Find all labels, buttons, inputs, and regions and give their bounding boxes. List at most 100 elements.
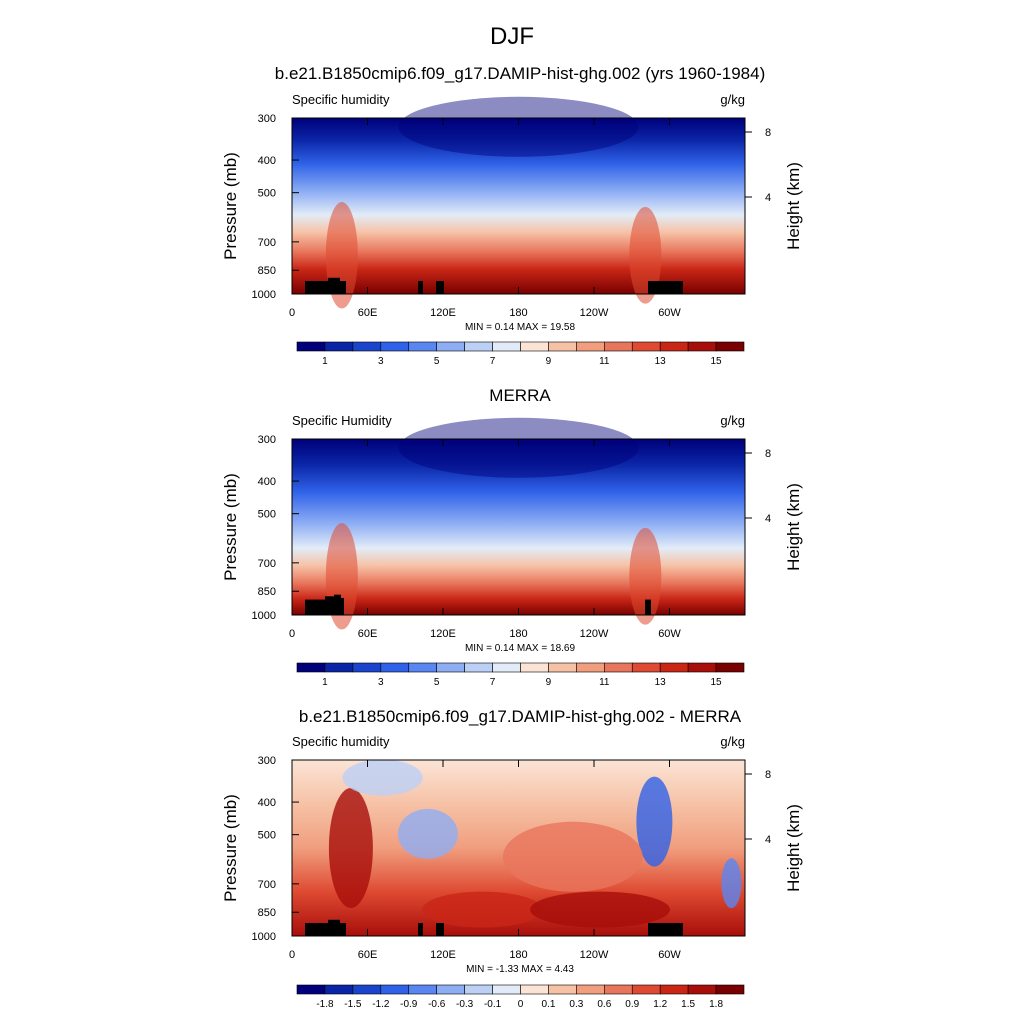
colorbar: 1 3 5 7 9 11 13 15 xyxy=(296,341,745,367)
units-label: g/kg xyxy=(720,92,745,107)
contour-blob xyxy=(721,858,742,909)
colorbar-box xyxy=(408,984,437,995)
colorbar-box xyxy=(687,341,717,352)
y2-axis-title: Height (km) xyxy=(784,162,803,250)
colorbar-label: 9 xyxy=(546,356,552,367)
colorbar-label: -1.8 xyxy=(316,999,334,1010)
x-tick-label: 120W xyxy=(580,628,609,640)
contour-blob xyxy=(397,808,458,859)
y2-axis-title: Height (km) xyxy=(784,804,803,892)
colorbar-label: 1 xyxy=(322,677,328,688)
y-axis-title: Pressure (mb) xyxy=(221,794,240,902)
panel-title: b.e21.B1850cmip6.f09_g17.DAMIP-hist-ghg.… xyxy=(275,64,765,83)
colorbar-box xyxy=(631,984,661,995)
x-tick-label: 180 xyxy=(509,628,527,640)
y-tick-label: 850 xyxy=(258,586,276,598)
y-axis-title: Pressure (mb) xyxy=(221,473,240,581)
terrain-mask xyxy=(340,281,346,294)
colorbar-box xyxy=(659,662,689,673)
contour-blob xyxy=(636,776,673,867)
y-tick-label: 500 xyxy=(258,188,276,200)
terrain-mask xyxy=(341,597,344,615)
x-tick-label: 120E xyxy=(430,307,456,319)
min-max-label: MIN = 0.14 MAX = 19.58 xyxy=(465,322,575,333)
contour-blob xyxy=(422,891,543,928)
colorbar-box xyxy=(380,662,410,673)
colorbar-box xyxy=(576,984,605,995)
colorbar-box xyxy=(631,662,661,673)
x-tick-label: 180 xyxy=(509,949,527,961)
colorbar-box xyxy=(296,984,326,995)
colorbar-label: 3 xyxy=(378,677,384,688)
x-tick-label: 180 xyxy=(509,307,527,319)
x-tick-label: 0 xyxy=(289,307,295,319)
y2-tick-label: 4 xyxy=(765,192,771,204)
colorbar-box xyxy=(576,341,605,352)
x-tick-label: 120E xyxy=(430,949,456,961)
colorbar-label: 3 xyxy=(378,356,384,367)
colorbar-box xyxy=(352,341,382,352)
x-tick-label: 120W xyxy=(580,307,609,319)
x-tick-label: 0 xyxy=(289,949,295,961)
colorbar-box xyxy=(324,341,354,352)
colorbar-label: 1 xyxy=(322,356,328,367)
colorbar-box xyxy=(464,984,493,995)
colorbar-label: 7 xyxy=(490,677,496,688)
panel-title: MERRA xyxy=(489,386,551,405)
colorbar-label: 1.2 xyxy=(653,999,667,1010)
x-tick-label: 60E xyxy=(358,628,378,640)
y-tick-label: 1000 xyxy=(252,610,276,622)
y-tick-label: 300 xyxy=(258,434,276,446)
colorbar-box xyxy=(352,662,382,673)
colorbar-box xyxy=(324,984,354,995)
terrain-mask xyxy=(648,281,683,294)
terrain-mask xyxy=(328,919,340,936)
colorbar-box xyxy=(715,984,745,995)
x-tick-label: 60E xyxy=(358,949,378,961)
colorbar-label: -1.2 xyxy=(372,999,390,1010)
terrain-mask xyxy=(418,281,423,294)
y2-tick-label: 8 xyxy=(765,448,771,460)
colorbar-box xyxy=(492,662,521,673)
colorbar-label: 0.6 xyxy=(597,999,611,1010)
colorbar-label: 13 xyxy=(655,356,667,367)
colorbar-box xyxy=(715,662,745,673)
y-tick-label: 300 xyxy=(258,113,276,125)
y-tick-label: 1000 xyxy=(252,289,276,301)
colorbar-box xyxy=(408,341,437,352)
terrain-mask xyxy=(305,281,328,294)
colorbar-label: 13 xyxy=(655,677,667,688)
colorbar-box xyxy=(436,341,465,352)
colorbar-label: -0.3 xyxy=(456,999,474,1010)
terrain-mask xyxy=(305,599,325,615)
terrain-mask xyxy=(648,923,683,936)
colorbar-box xyxy=(520,984,549,995)
x-tick-label: 120W xyxy=(580,949,609,961)
y-tick-label: 300 xyxy=(258,755,276,767)
colorbar-label: 0 xyxy=(518,999,524,1010)
variable-label: Specific humidity xyxy=(292,734,390,749)
figure-title: DJF xyxy=(490,23,534,50)
colorbar-box xyxy=(324,662,354,673)
terrain-mask xyxy=(334,594,341,615)
panels: b.e21.B1850cmip6.f09_g17.DAMIP-hist-ghg.… xyxy=(221,64,803,1010)
colorbar-box xyxy=(631,341,661,352)
min-max-label: MIN = 0.14 MAX = 18.69 xyxy=(465,643,575,654)
colorbar-box xyxy=(352,984,382,995)
terrain-mask xyxy=(436,923,444,936)
moist-plume xyxy=(629,206,662,304)
x-tick-label: 60W xyxy=(658,949,681,961)
dry-region xyxy=(398,417,639,478)
panel-2: MERRA Specific Humidity g/kg 0 60E 120E 180 120… xyxy=(221,386,803,688)
x-tick-label: 60E xyxy=(358,307,378,319)
terrain-mask xyxy=(305,923,328,936)
panel-3: b.e21.B1850cmip6.f09_g17.DAMIP-hist-ghg.… xyxy=(221,707,803,1010)
y-axis-title: Pressure (mb) xyxy=(221,152,240,260)
colorbar-box xyxy=(464,341,493,352)
terrain-mask xyxy=(418,923,423,936)
colorbar-box xyxy=(296,341,326,352)
y-tick-label: 700 xyxy=(258,558,276,570)
moist-plume xyxy=(629,527,662,625)
colorbar-box xyxy=(380,341,410,352)
